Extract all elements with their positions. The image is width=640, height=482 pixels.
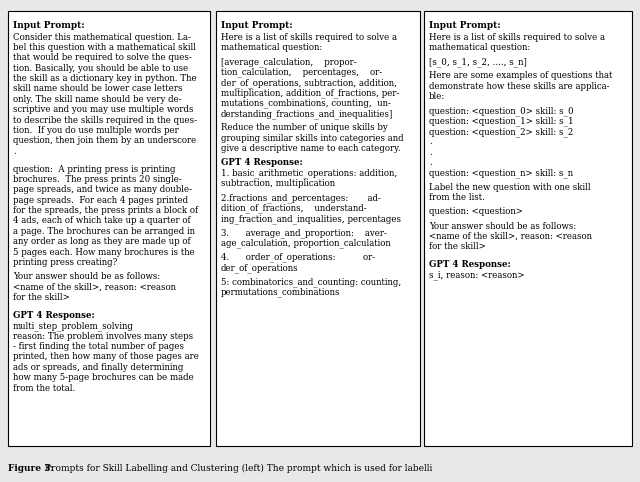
Text: der_of_operations: der_of_operations [221,263,298,273]
Text: Your answer should be as follows:: Your answer should be as follows: [13,272,160,281]
FancyBboxPatch shape [8,11,210,446]
Text: Here is a list of skills required to solve a: Here is a list of skills required to sol… [221,33,397,41]
Text: mathematical question:: mathematical question: [221,43,322,52]
FancyBboxPatch shape [424,11,632,446]
Text: Label the new question with one skill: Label the new question with one skill [429,183,591,192]
Text: Input Prompt:: Input Prompt: [429,21,500,30]
Text: 4 ads, each of which take up a quarter of: 4 ads, each of which take up a quarter o… [13,216,191,226]
Text: brochures.  The press prints 20 single-: brochures. The press prints 20 single- [13,175,182,184]
Text: question: <question>: question: <question> [429,207,523,216]
Text: Prompts for Skill Labelling and Clustering (left) The prompt which is used for l: Prompts for Skill Labelling and Clusteri… [45,464,432,473]
Text: .: . [13,147,15,156]
Text: printed, then how many of those pages are: printed, then how many of those pages ar… [13,352,198,362]
Text: der_of_operations, subtraction, addition,: der_of_operations, subtraction, addition… [221,78,397,88]
Text: ing_fraction_and_inqualities, percentages: ing_fraction_and_inqualities, percentage… [221,214,401,224]
Text: Input Prompt:: Input Prompt: [13,21,84,30]
Text: Reduce the number of unique skills by: Reduce the number of unique skills by [221,123,388,132]
Text: GPT 4 Response:: GPT 4 Response: [13,311,95,320]
Text: grouping similar skills into categories and: grouping similar skills into categories … [221,134,403,143]
Text: tion. Basically, you should be able to use: tion. Basically, you should be able to u… [13,64,188,73]
Text: for the skill>: for the skill> [13,293,70,302]
Text: for the skill>: for the skill> [429,242,486,251]
Text: question: <question_0> skill: s_0: question: <question_0> skill: s_0 [429,107,573,116]
Text: scriptive and you may use multiple words: scriptive and you may use multiple words [13,105,193,114]
Text: tion.  If you do use multiple words per: tion. If you do use multiple words per [13,126,179,135]
Text: ble:: ble: [429,92,445,101]
Text: .: . [429,148,431,157]
Text: any order as long as they are made up of: any order as long as they are made up of [13,237,191,246]
Text: Here are some examples of questions that: Here are some examples of questions that [429,71,612,80]
Text: give a descriptive name to each category.: give a descriptive name to each category… [221,144,401,153]
Text: Figure 3:: Figure 3: [8,464,57,473]
Text: multi_step_problem_solving: multi_step_problem_solving [13,321,134,331]
Text: only. The skill name should be very de-: only. The skill name should be very de- [13,95,181,104]
Text: subtraction, multiplication: subtraction, multiplication [221,179,335,188]
Text: page spreads.  For each 4 pages printed: page spreads. For each 4 pages printed [13,196,188,205]
Text: 1. basic_arithmetic_operations: addition,: 1. basic_arithmetic_operations: addition… [221,169,397,178]
Text: [average_calculation,    propor-: [average_calculation, propor- [221,57,356,67]
Text: question, then join them by an underscore: question, then join them by an underscor… [13,136,196,145]
Text: from the total.: from the total. [13,384,75,392]
Text: multiplication, addition_of_fractions, per-: multiplication, addition_of_fractions, p… [221,88,399,98]
Text: 2.fractions_and_percentages:       ad-: 2.fractions_and_percentages: ad- [221,193,381,203]
Text: question: <question_n> skill: s_n: question: <question_n> skill: s_n [429,169,573,178]
Text: derstanding_fractions_and_inequalities]: derstanding_fractions_and_inequalities] [221,109,393,119]
Text: Your answer should be as follows:: Your answer should be as follows: [429,222,576,230]
Text: demonstrate how these skills are applica-: demonstrate how these skills are applica… [429,82,609,91]
Text: GPT 4 Response:: GPT 4 Response: [221,158,303,167]
Text: Consider this mathematical question. La-: Consider this mathematical question. La- [13,33,191,41]
Text: reason: The problem involves many steps: reason: The problem involves many steps [13,332,193,341]
Text: for the spreads, the press prints a block of: for the spreads, the press prints a bloc… [13,206,198,215]
Text: mutations_combinations, counting,  un-: mutations_combinations, counting, un- [221,99,390,108]
Text: ads or spreads, and finally determining: ads or spreads, and finally determining [13,363,183,372]
Text: GPT 4 Response:: GPT 4 Response: [429,260,511,269]
Text: 5: combinatorics_and_counting: counting,: 5: combinatorics_and_counting: counting, [221,277,401,287]
Text: how many 5-page brochures can be made: how many 5-page brochures can be made [13,373,193,382]
Text: bel this question with a mathematical skill: bel this question with a mathematical sk… [13,43,196,52]
Text: question: <question_2> skill: s_2: question: <question_2> skill: s_2 [429,127,573,137]
Text: printing press creating?: printing press creating? [13,258,117,267]
Text: s_i, reason: <reason>: s_i, reason: <reason> [429,271,524,281]
Text: 5 pages each. How many brochures is the: 5 pages each. How many brochures is the [13,248,195,256]
Text: .: . [429,137,431,147]
Text: skill name should be lower case letters: skill name should be lower case letters [13,84,182,94]
Text: age_calculation, proportion_calculation: age_calculation, proportion_calculation [221,239,390,248]
Text: that would be required to solve the ques-: that would be required to solve the ques… [13,54,191,62]
Text: question:  A printing press is printing: question: A printing press is printing [13,165,175,174]
Text: from the list.: from the list. [429,193,484,202]
Text: Input Prompt:: Input Prompt: [221,21,292,30]
Text: mathematical question:: mathematical question: [429,43,530,52]
Text: page spreads, and twice as many double-: page spreads, and twice as many double- [13,186,192,194]
FancyBboxPatch shape [216,11,420,446]
Text: Here is a list of skills required to solve a: Here is a list of skills required to sol… [429,33,605,41]
Text: the skill as a dictionary key in python. The: the skill as a dictionary key in python.… [13,74,196,83]
Text: to describe the skills required in the ques-: to describe the skills required in the q… [13,116,197,124]
Text: dition_of_fractions,    understand-: dition_of_fractions, understand- [221,203,367,213]
Text: 3.      average_and_proportion:    aver-: 3. average_and_proportion: aver- [221,228,387,238]
Text: .: . [429,158,431,167]
Text: tion_calculation,    percentages,    or-: tion_calculation, percentages, or- [221,67,382,77]
Text: question: <question_1> skill: s_1: question: <question_1> skill: s_1 [429,117,573,126]
Text: [s_0, s_1, s_2, ...., s_n]: [s_0, s_1, s_2, ...., s_n] [429,57,527,67]
Text: - first finding the total number of pages: - first finding the total number of page… [13,342,184,351]
Text: permutations_combinations: permutations_combinations [221,288,340,297]
Text: a page. The brochures can be arranged in: a page. The brochures can be arranged in [13,227,195,236]
Text: <name of the skill>, reason: <reason: <name of the skill>, reason: <reason [429,232,592,241]
Text: 4.      order_of_operations:          or-: 4. order_of_operations: or- [221,253,375,262]
Text: <name of the skill>, reason: <reason: <name of the skill>, reason: <reason [13,282,176,292]
